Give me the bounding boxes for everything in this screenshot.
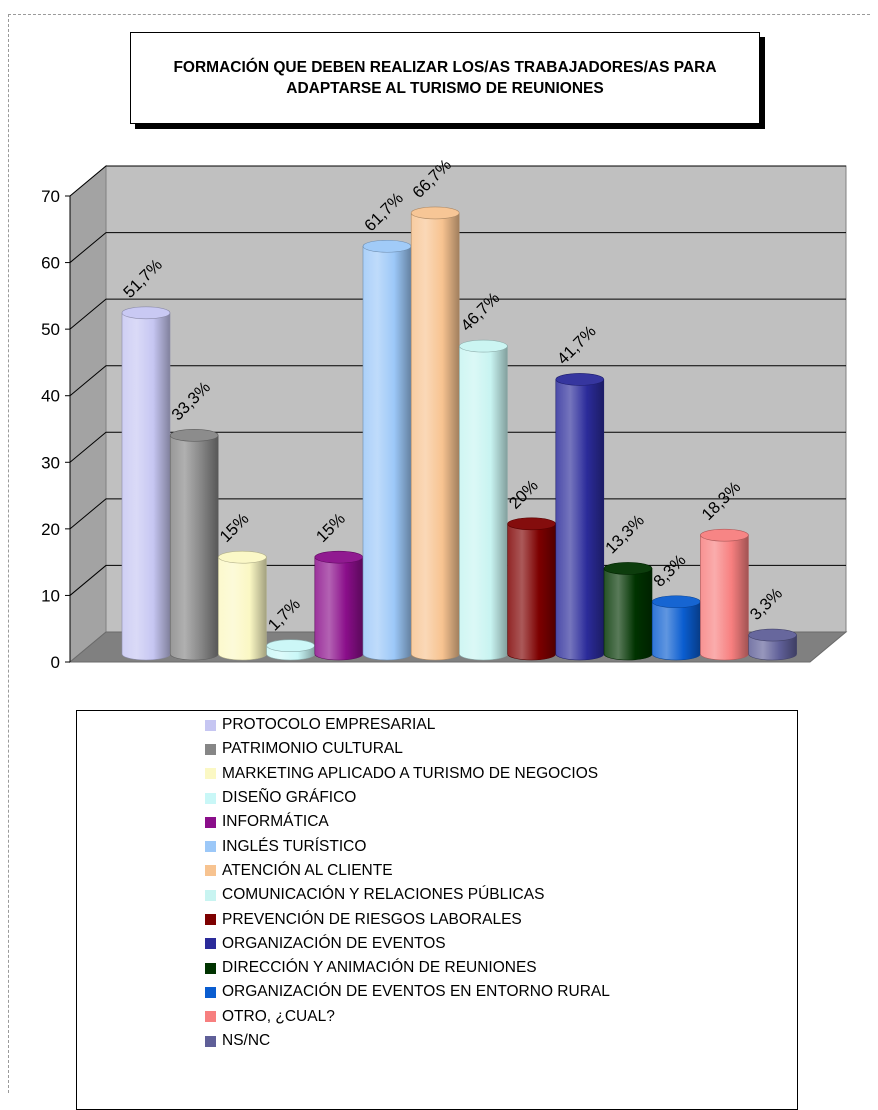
y-tick-label: 20 [41,520,60,539]
page-frame [8,14,870,1093]
legend-label: PREVENCIÓN DE RIESGOS LABORALES [222,910,522,928]
bar-top-4 [266,639,315,652]
legend-item: COMUNICACIÓN Y RELACIONES PÚBLICAS [205,883,610,907]
legend-label: OTRO, ¿CUAL? [222,1007,335,1025]
legend-label: PROTOCOLO EMPRESARIAL [222,716,436,734]
bar-top-5 [314,550,364,564]
bar-chart: 01020304050607051,7%33,3%15%1,7%15%61,7%… [41,156,848,672]
bar-top-11 [603,562,653,575]
bar-top-14 [748,628,797,642]
legend: PROTOCOLO EMPRESARIAL PATRIMONIO CULTURAL… [76,710,798,1110]
legend-item: ATENCIÓN AL CLIENTE [205,859,610,883]
bar-1 [121,312,171,661]
legend-swatch [205,865,216,877]
legend-swatch [205,1035,216,1047]
bar-top-9 [507,517,556,531]
bar-6 [362,245,412,661]
bar-top-1 [121,306,171,320]
legend-swatch [205,962,216,974]
legend-label: MARKETING APLICADO A TURISMO DE NEGOCIOS [222,764,599,782]
bar-10 [555,379,605,661]
gridline [69,298,846,330]
legend-item: ORGANIZACIÓN DE EVENTOS [205,932,610,956]
legend-list: PROTOCOLO EMPRESARIAL PATRIMONIO CULTURAL… [205,713,610,1053]
bar-7 [410,212,460,661]
bar-12 [651,601,701,661]
legend-item: ORGANIZACIÓN DE EVENTOS EN ENTORNO RURAL [205,980,610,1004]
legend-label: DISEÑO GRÁFICO [222,789,357,807]
bar-11 [603,568,653,661]
gridline [69,165,846,197]
legend-item: PATRIMONIO CULTURAL [205,737,610,761]
legend-swatch [205,768,216,780]
legend-swatch [205,841,216,853]
bar-top-12 [651,595,701,609]
legend-label: ATENCIÓN AL CLIENTE [222,861,393,879]
bar-top-10 [555,373,605,386]
bar-9 [507,523,556,661]
chart-title-box: FORMACIÓN QUE DEBEN REALIZAR LOS/AS TRAB… [130,32,760,124]
y-tick-label: 50 [41,320,60,339]
y-tick-label: 0 [51,653,60,672]
legend-label: NS/NC [222,1032,271,1049]
side-wall [69,164,107,664]
y-tick-label: 60 [41,254,60,273]
chart-title: FORMACIÓN QUE DEBEN REALIZAR LOS/AS TRAB… [173,59,717,97]
gridline [69,232,846,263]
legend-item: PROTOCOLO EMPRESARIAL [205,713,610,737]
bar-top-8 [459,339,508,353]
bar-14 [748,634,797,661]
legend-swatch [205,986,216,998]
y-tick-label: 40 [41,387,60,406]
y-tick-label: 10 [41,586,60,605]
legend-label: COMUNICACIÓN Y RELACIONES PÚBLICAS [222,886,545,904]
legend-item: NS/NC [205,1029,610,1053]
bar-2 [169,435,219,661]
legend-swatch [205,938,216,950]
y-tick-label: 70 [41,187,60,206]
legend-label: ORGANIZACIÓN DE EVENTOS EN ENTORNO RURAL [222,983,610,1001]
bar-top-3 [218,550,267,564]
legend-swatch [205,792,216,804]
legend-swatch [205,914,216,926]
gridline [69,365,846,397]
bar-5 [314,556,364,661]
legend-swatch [205,1011,216,1023]
bar-3 [218,556,267,661]
bar-8 [459,345,508,661]
bar-13 [700,534,749,661]
legend-label: INGLÉS TURÍSTICO [222,837,367,855]
legend-item: DIRECCIÓN Y ANIMACIÓN DE REUNIONES [205,956,610,980]
legend-label: ORGANIZACIÓN DE EVENTOS [222,934,446,952]
legend-item: DISEÑO GRÁFICO [205,786,610,810]
legend-label: PATRIMONIO CULTURAL [222,740,403,758]
y-tick-label: 30 [41,453,60,472]
legend-swatch [205,889,216,901]
legend-item: INGLÉS TURÍSTICO [205,834,610,858]
legend-item: PREVENCIÓN DE RIESGOS LABORALES [205,907,610,931]
bar-top-2 [169,429,219,442]
bar-top-6 [362,239,412,253]
legend-swatch [205,743,216,755]
bar-top-13 [700,528,749,542]
bar-top-7 [410,206,460,220]
legend-item: OTRO, ¿CUAL? [205,1005,610,1029]
legend-swatch [205,816,216,828]
legend-label: INFORMÁTICA [222,813,329,831]
legend-swatch [205,719,216,731]
legend-label: DIRECCIÓN Y ANIMACIÓN DE REUNIONES [222,959,537,977]
legend-item: MARKETING APLICADO A TURISMO DE NEGOCIOS [205,762,610,786]
legend-item: INFORMÁTICA [205,810,610,834]
